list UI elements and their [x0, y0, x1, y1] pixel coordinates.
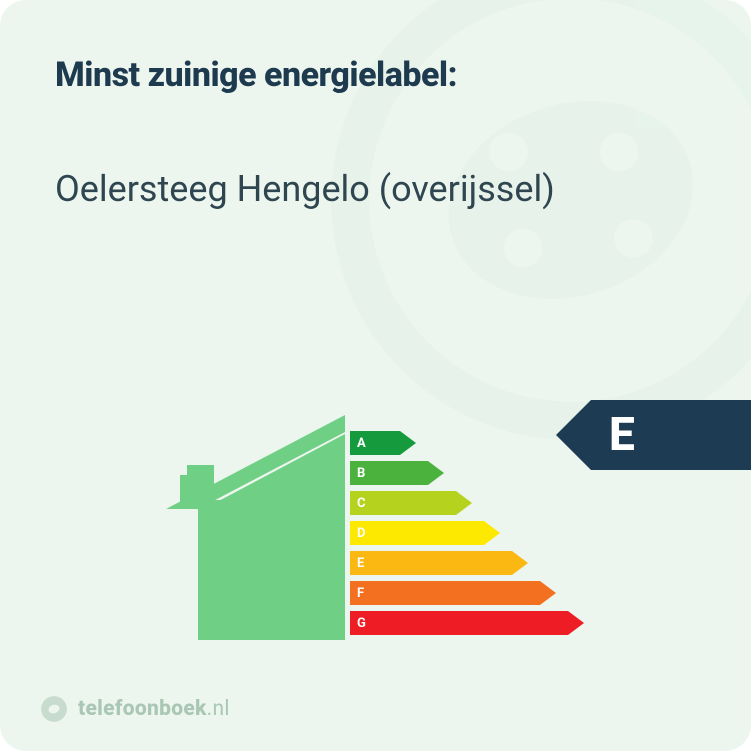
energy-bar-label: D — [357, 526, 365, 541]
energy-bar: D — [350, 521, 500, 545]
chevron-right-icon — [428, 461, 444, 485]
rating-value: E — [591, 400, 751, 470]
energy-bar-rect — [350, 521, 484, 545]
dial-icon — [40, 695, 68, 723]
energy-bar: B — [350, 461, 444, 485]
energy-bar: A — [350, 431, 416, 455]
energy-bar-row: C — [350, 488, 584, 518]
card: Minst zuinige energielabel: Oelersteeg H… — [0, 0, 751, 751]
rating-badge: E — [556, 400, 751, 470]
energy-bar-rect — [350, 611, 568, 635]
energy-bar-label: G — [357, 616, 366, 631]
energy-bar: C — [350, 491, 472, 515]
brand-light: .nl — [207, 697, 230, 721]
subtitle: Oelersteeg Hengelo (overijssel) — [55, 167, 696, 212]
energy-bar-row: A — [350, 428, 584, 458]
chevron-right-icon — [400, 431, 416, 455]
energy-bar: G — [350, 611, 584, 635]
energy-bar-label: E — [357, 556, 364, 571]
energy-bar-rect — [350, 581, 540, 605]
footer: telefoonboek.nl — [40, 695, 230, 723]
disc-dot — [504, 229, 542, 267]
energy-bar: F — [350, 581, 556, 605]
energy-bar: E — [350, 551, 528, 575]
energy-bar-row: E — [350, 548, 584, 578]
chevron-right-icon — [540, 581, 556, 605]
chevron-right-icon — [484, 521, 500, 545]
chevron-right-icon — [568, 611, 584, 635]
energy-bar-row: D — [350, 518, 584, 548]
energy-bar-row: B — [350, 458, 584, 488]
disc-dot — [614, 219, 652, 257]
chevron-right-icon — [512, 551, 528, 575]
energy-bar-row: G — [350, 608, 584, 638]
energy-bar-label: F — [357, 586, 364, 601]
energy-bars: ABCDEFG — [350, 428, 584, 638]
brand-bold: telefoonboek — [78, 697, 207, 721]
page-title: Minst zuinige energielabel: — [55, 55, 696, 95]
energy-bar-label: A — [357, 436, 366, 451]
energy-bar-rect — [350, 551, 512, 575]
brand-label: telefoonboek.nl — [78, 697, 230, 721]
energy-bar-row: F — [350, 578, 584, 608]
disc-dot — [489, 133, 527, 171]
energy-bar-label: B — [357, 466, 365, 481]
house-icon — [160, 415, 345, 640]
rating-badge-tip — [556, 400, 591, 470]
energy-label-chart: ABCDEFG E — [160, 390, 751, 650]
chevron-right-icon — [456, 491, 472, 515]
disc-dot — [600, 133, 638, 171]
energy-bar-label: C — [357, 496, 366, 511]
